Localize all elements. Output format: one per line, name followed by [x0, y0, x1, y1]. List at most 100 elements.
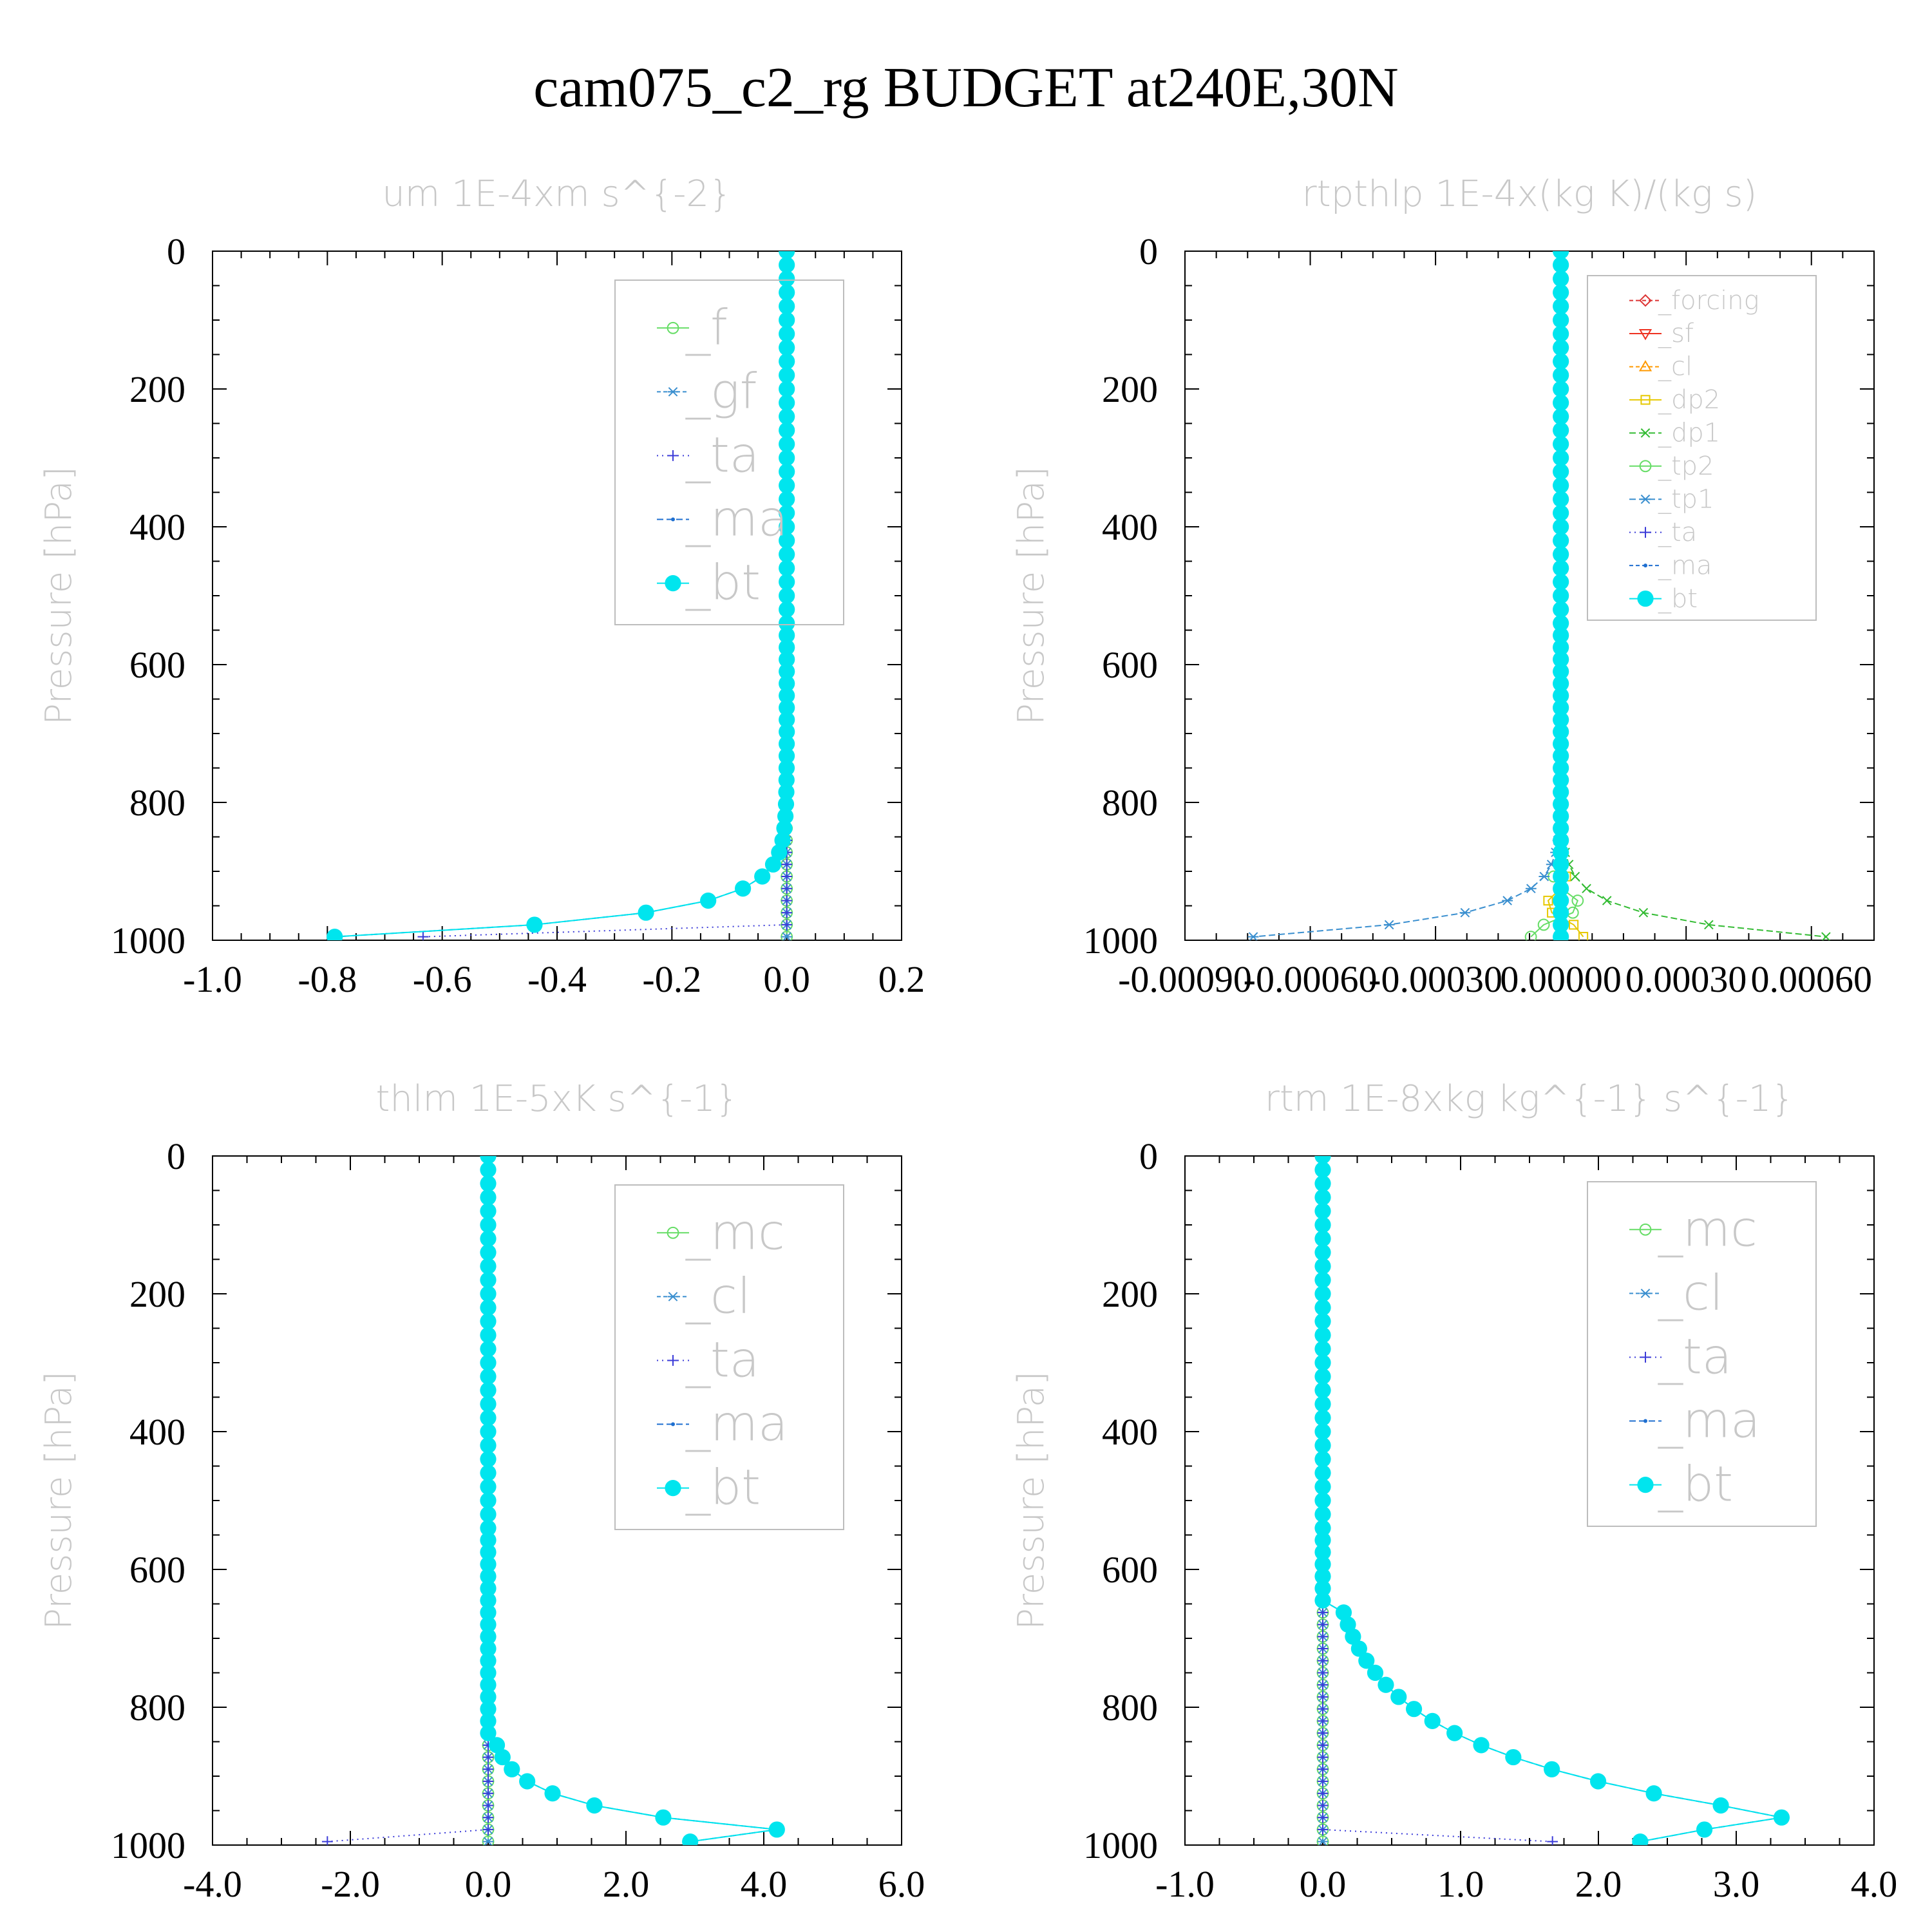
- data-point: [1638, 329, 1653, 341]
- data-point: [667, 387, 679, 397]
- data-point: [1553, 587, 1569, 604]
- y-tick-label: 600: [129, 1549, 185, 1591]
- data-point: [482, 1763, 494, 1775]
- data-point: [667, 1355, 679, 1366]
- data-point: [779, 505, 795, 522]
- panel-title: thlm 1E-5xK s^{-1}: [375, 1078, 738, 1120]
- data-point: [779, 367, 795, 384]
- data-point: [480, 1544, 497, 1560]
- legend-label: _tp2: [1658, 451, 1714, 481]
- legend-label: _ta: [685, 1331, 759, 1388]
- legend-label: _mc: [1658, 1200, 1757, 1257]
- data-point: [1553, 832, 1569, 849]
- y-tick-label: 1000: [111, 920, 185, 961]
- legend-item: _mc: [657, 1203, 785, 1260]
- y-tick-label: 200: [1102, 368, 1158, 410]
- data-point: [544, 1785, 561, 1802]
- data-point: [1314, 1544, 1331, 1560]
- legend-label: _f: [685, 298, 728, 355]
- data-point: [480, 1341, 497, 1358]
- axis-ticks: [1184, 251, 1875, 941]
- legend-label: _ma: [1658, 1392, 1761, 1449]
- data-point: [779, 325, 795, 342]
- data-point: [480, 1272, 497, 1289]
- data-point: [480, 1175, 497, 1192]
- data-point: [1314, 1230, 1331, 1247]
- data-point: [779, 270, 795, 287]
- data-point: [1547, 1836, 1558, 1845]
- data-point: [1578, 932, 1589, 940]
- data-point: [480, 1451, 497, 1468]
- series_bt: [480, 1156, 785, 1845]
- data-point: [1553, 532, 1569, 549]
- legend-item: _ma: [1629, 1392, 1761, 1449]
- x-tick-label: 4.0: [1851, 1863, 1898, 1905]
- data-point: [1553, 929, 1569, 940]
- data-point: [1553, 436, 1569, 453]
- data-point: [779, 601, 795, 618]
- panel-title: rtpthlp 1E-4x(kg K)/(kg s): [1302, 173, 1757, 215]
- panel-3: thlm 1E-5xK s^{-1} Pressure [hPa] 0 200 400 6…: [38, 1078, 925, 1905]
- data-point: [1712, 1797, 1729, 1814]
- data-point: [480, 1230, 497, 1247]
- legend-item: _cl: [1629, 352, 1692, 382]
- data-point: [779, 615, 795, 632]
- data-point: [480, 1244, 497, 1261]
- data-point: [480, 1701, 497, 1718]
- data-point: [1544, 1761, 1560, 1777]
- data-point: [778, 759, 795, 777]
- data-point: [1602, 896, 1612, 905]
- data-point: [1314, 1479, 1331, 1495]
- panel-2: rtpthlp 1E-4x(kg K)/(kg s) Pressure [hPa]…: [1010, 173, 1875, 1000]
- data-point: [734, 880, 752, 897]
- data-point: [480, 1217, 497, 1233]
- data-point: [488, 1737, 506, 1754]
- data-point: [1640, 1289, 1651, 1298]
- data-point: [778, 748, 795, 764]
- y-tick-label: 800: [1102, 1687, 1158, 1728]
- data-point: [1317, 1619, 1329, 1630]
- data-point: [1317, 1716, 1329, 1727]
- data-point: [1553, 916, 1569, 933]
- data-point: [494, 1748, 511, 1766]
- data-point: [480, 1258, 497, 1274]
- data-point: [480, 1161, 497, 1178]
- legend-item: _ta: [657, 1331, 759, 1388]
- legend-frame: [614, 1184, 844, 1530]
- data-point: [480, 1189, 497, 1206]
- data-point: [779, 491, 795, 507]
- data-point: [1314, 1175, 1331, 1192]
- data-point: [1640, 494, 1651, 504]
- plot-frame: [212, 1155, 902, 1846]
- legend-item: _ma: [1629, 551, 1712, 580]
- x-tick-label: -0.00030: [1368, 958, 1502, 1000]
- data-point: [1317, 1691, 1329, 1703]
- data-point: [665, 1480, 681, 1497]
- data-point: [1553, 284, 1569, 301]
- legend-item: _cl: [657, 1267, 751, 1324]
- data-point: [1314, 1580, 1331, 1597]
- data-point: [1553, 627, 1569, 644]
- data-point: [480, 1604, 497, 1621]
- panel-title: rtm 1E-8xkg kg^{-1} s^{-1}: [1265, 1078, 1794, 1120]
- data-point: [1553, 422, 1569, 439]
- data-point: [781, 895, 793, 906]
- panel-1: um 1E-4xm s^{-2} Pressure [hPa] 0 200 400 600…: [38, 173, 925, 1000]
- data-point: [480, 1676, 497, 1693]
- panels: um 1E-4xm s^{-2} Pressure [hPa] 0 200 400 600…: [38, 173, 1897, 1905]
- data-point: [779, 560, 795, 576]
- data-point: [1314, 1299, 1331, 1316]
- data-point: [480, 1410, 497, 1426]
- data-point: [1537, 918, 1550, 931]
- x-tick-label: 0.00030: [1625, 958, 1747, 1000]
- legend-item: _dp1: [1629, 419, 1720, 448]
- data-point: [1553, 735, 1569, 752]
- legend-label: _sf: [1658, 319, 1694, 348]
- plot-frame: [1184, 251, 1875, 941]
- data-point: [1314, 1568, 1331, 1585]
- data-point: [779, 639, 795, 656]
- data-point: [1640, 1352, 1651, 1363]
- x-tick-label: 4.0: [741, 1863, 788, 1905]
- data-point: [1553, 687, 1569, 704]
- data-point: [1553, 651, 1569, 668]
